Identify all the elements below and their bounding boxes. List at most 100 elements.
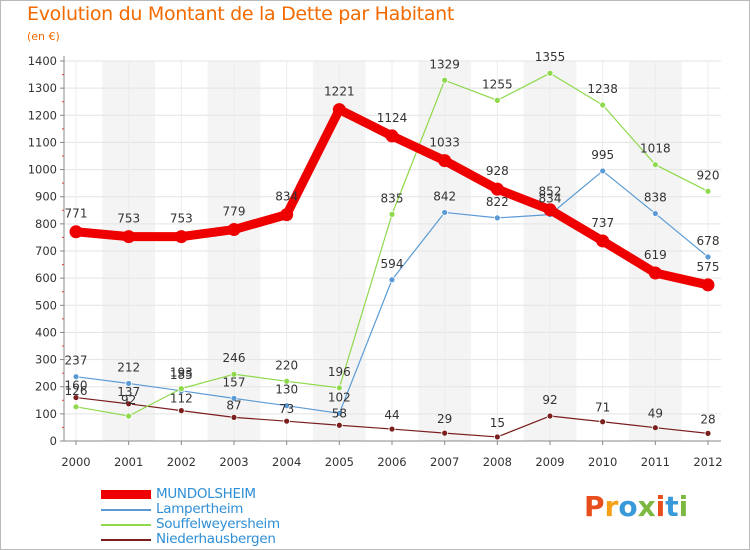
data-point <box>546 412 554 420</box>
logo-letter: t <box>665 490 679 523</box>
legend-swatch <box>101 539 151 541</box>
data-point <box>388 425 396 433</box>
y-tick-label: 900 <box>35 190 57 204</box>
data-point <box>125 412 133 420</box>
data-label: 28 <box>700 412 715 426</box>
logo-letter: i <box>655 490 666 523</box>
data-label: 928 <box>486 164 509 178</box>
data-point <box>493 214 501 222</box>
data-label: 995 <box>591 148 614 162</box>
data-label: 1018 <box>640 142 671 156</box>
y-tick-label: 500 <box>35 298 57 312</box>
data-point <box>438 154 452 168</box>
data-label: 92 <box>121 393 136 407</box>
data-point <box>490 182 504 196</box>
data-point <box>227 223 241 237</box>
data-point <box>125 400 133 408</box>
data-point <box>230 413 238 421</box>
data-label: 130 <box>275 383 298 397</box>
x-tick-label: 2003 <box>219 455 248 469</box>
data-label: 49 <box>648 407 663 421</box>
legend-swatch <box>101 524 151 526</box>
data-label: 779 <box>223 205 246 219</box>
logo-letter: r <box>604 490 619 523</box>
data-point <box>230 394 238 402</box>
data-point <box>332 103 346 117</box>
x-tick-label: 2010 <box>588 455 617 469</box>
data-point <box>283 377 291 385</box>
data-point <box>493 433 501 441</box>
data-label: 753 <box>170 212 193 226</box>
data-point <box>177 407 185 415</box>
legend-label: Souffelweyersheim <box>156 516 280 532</box>
data-label: 15 <box>490 416 505 430</box>
data-point <box>388 210 396 218</box>
data-point <box>280 208 294 222</box>
y-tick-label: 1200 <box>28 108 57 122</box>
x-tick-label: 2007 <box>430 455 459 469</box>
data-label: 920 <box>697 168 720 182</box>
data-point <box>599 101 607 109</box>
y-tick-label: 700 <box>35 244 57 258</box>
data-label: 137 <box>117 385 140 399</box>
y-tick-label: 1400 <box>28 54 57 68</box>
data-point <box>543 203 557 217</box>
data-label: 126 <box>65 384 88 398</box>
data-point <box>385 129 399 143</box>
data-label: 1355 <box>535 50 566 64</box>
data-label: 1255 <box>482 77 513 91</box>
data-point <box>230 370 238 378</box>
data-label: 196 <box>328 365 351 379</box>
data-label: 29 <box>437 412 452 426</box>
data-label: 71 <box>595 401 610 415</box>
data-point <box>283 402 291 410</box>
data-label: 1329 <box>429 57 460 71</box>
data-point <box>599 167 607 175</box>
data-label: 220 <box>275 358 298 372</box>
data-label: 44 <box>384 408 399 422</box>
data-label: 157 <box>223 375 246 389</box>
x-tick-label: 2006 <box>377 455 406 469</box>
data-point <box>122 230 136 244</box>
data-point <box>177 385 185 393</box>
data-point <box>72 373 80 381</box>
y-tick-label: 200 <box>35 380 57 394</box>
legend-label: Lampertheim <box>156 501 244 517</box>
legend-label: MUNDOLSHEIM <box>156 486 256 502</box>
chart-title: Evolution du Montant de la Dette par Hab… <box>27 3 455 25</box>
y-tick-label: 300 <box>35 353 57 367</box>
data-point <box>125 380 133 387</box>
legend-label: Niederhausbergen <box>156 531 276 547</box>
data-label: 102 <box>328 390 351 404</box>
data-label: 237 <box>65 354 88 368</box>
data-label: 575 <box>697 260 720 274</box>
y-tick-label: 1100 <box>28 135 57 149</box>
data-label: 73 <box>279 402 294 416</box>
x-tick-label: 2001 <box>114 455 143 469</box>
data-label: 834 <box>539 192 562 206</box>
data-point <box>69 225 83 239</box>
x-tick-label: 2002 <box>167 455 196 469</box>
data-point <box>441 209 449 216</box>
data-point <box>388 276 396 284</box>
data-point <box>651 161 659 169</box>
data-label: 619 <box>644 248 667 262</box>
data-label: 58 <box>332 406 347 420</box>
data-label: 160 <box>65 379 88 393</box>
data-point <box>704 429 712 437</box>
x-tick-label: 2008 <box>483 455 512 469</box>
data-label: 737 <box>591 216 614 230</box>
x-tick-label: 2000 <box>61 455 90 469</box>
data-point <box>651 210 659 217</box>
data-label: 771 <box>65 207 88 221</box>
data-label: 1033 <box>429 136 460 150</box>
data-point <box>651 424 659 432</box>
data-label: 834 <box>275 190 298 204</box>
y-tick-label: 100 <box>35 407 57 421</box>
data-point <box>648 266 662 280</box>
data-label: 87 <box>226 398 241 412</box>
data-label: 822 <box>486 195 509 209</box>
data-point <box>546 69 554 77</box>
x-tick-label: 2011 <box>641 455 670 469</box>
data-label: 842 <box>433 189 456 203</box>
